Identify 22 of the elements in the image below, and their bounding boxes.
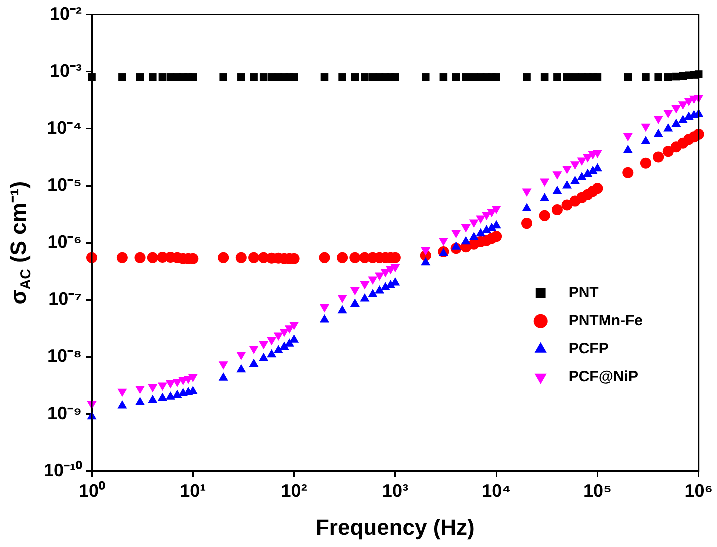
x-tick-label: 10⁰ <box>79 481 106 502</box>
legend-label: PNTMn-Fe <box>568 312 644 330</box>
y-tick-label: 10⁻² <box>50 4 82 24</box>
y-tick-label: 10⁻⁸ <box>47 346 82 366</box>
legend-label: PCFP <box>568 340 609 358</box>
y-tick-label: 10⁻⁴ <box>47 118 82 138</box>
y-tick-label: 10⁻¹⁰ <box>44 460 84 480</box>
x-tick-label: 10¹ <box>180 481 206 502</box>
legend-label: PNT <box>568 284 599 302</box>
y-tick-label: 10⁻³ <box>50 60 82 81</box>
x-tick-label: 10⁶ <box>684 481 713 502</box>
y-axis-title: σAC (S cm⁻¹) <box>6 181 35 305</box>
x-tick-label: 10⁵ <box>583 481 612 502</box>
y-tick-label: 10⁻⁶ <box>48 232 82 252</box>
y-tick-label: 10⁻⁷ <box>48 289 82 310</box>
x-tick-label: 10³ <box>382 481 408 502</box>
x-tick-label: 10⁴ <box>482 481 512 502</box>
y-tick-label: 10⁻⁹ <box>47 403 82 424</box>
legend-label: PCF@NiP <box>568 368 638 386</box>
x-tick-label: 10² <box>281 481 308 502</box>
y-tick-label: 10⁻⁵ <box>48 174 82 195</box>
x-axis-title: Frequency (Hz) <box>316 515 475 540</box>
